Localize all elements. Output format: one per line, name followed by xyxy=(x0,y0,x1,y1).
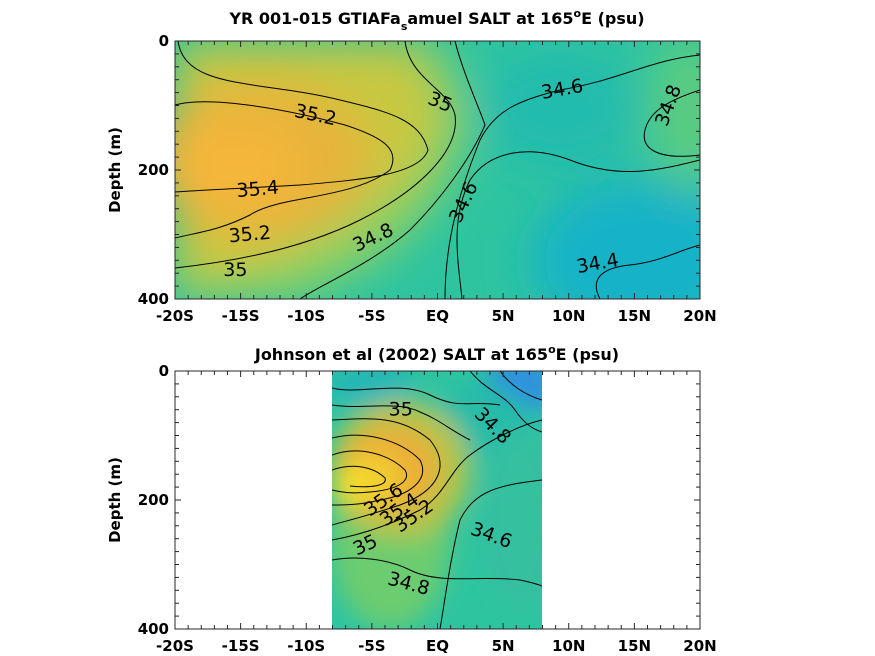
x-tick-label: 10N xyxy=(552,637,585,655)
y-axis-label-2: Depth (m) xyxy=(106,457,124,543)
x-tick-label: -5S xyxy=(358,637,385,655)
x-tick-label: 10N xyxy=(552,307,585,325)
contour-lines-1 xyxy=(175,41,700,299)
x-tick-label: -10S xyxy=(287,307,325,325)
x-tick-label: 5N xyxy=(492,307,515,325)
y-axis-label-1: Depth (m) xyxy=(106,127,124,213)
x-tick-label: 20N xyxy=(683,307,716,325)
y-tick-label: 400 xyxy=(138,290,169,308)
x-tick-label: EQ xyxy=(426,637,449,655)
y-tick-label: 0 xyxy=(159,32,169,50)
x-tick-label: -15S xyxy=(222,637,260,655)
panel-2: Johnson et al (2002) SALT at 165oE (psu) xyxy=(106,343,717,655)
x-tick-label: 20N xyxy=(683,637,716,655)
contour-label: 35.2 xyxy=(228,222,272,248)
y-tick-label: 0 xyxy=(159,362,169,380)
y-tick-label: 400 xyxy=(138,620,169,638)
x-tick-label: -5S xyxy=(358,307,385,325)
axis-ticks-1: -20S -15S -10S -5S EQ 5N 10N 15N 20N 0 200 400 xyxy=(138,32,717,325)
chart-title-2: Johnson et al (2002) SALT at 165oE (psu) xyxy=(254,343,619,364)
contour-label: 35 xyxy=(389,399,413,421)
x-tick-label: -20S xyxy=(156,307,194,325)
panel-1: YR 001-015 GTIAFasamuel SALT at 165oE (p… xyxy=(106,7,717,325)
contour-label: 35 xyxy=(223,259,247,281)
x-tick-label: -20S xyxy=(156,637,194,655)
contour-lines-2 xyxy=(332,371,542,629)
x-tick-label: 5N xyxy=(492,637,515,655)
x-tick-label: 15N xyxy=(618,307,651,325)
y-tick-label: 200 xyxy=(138,491,169,509)
contour-label: 35.4 xyxy=(236,177,280,203)
x-tick-label: 15N xyxy=(618,637,651,655)
x-tick-label: -15S xyxy=(222,307,260,325)
x-tick-label: EQ xyxy=(426,307,449,325)
axis-ticks-2: -20S -15S -10S -5S EQ 5N 10N 15N 20N 0 200 400 xyxy=(138,362,717,655)
y-tick-label: 200 xyxy=(138,161,169,179)
chart-title-1: YR 001-015 GTIAFasamuel SALT at 165oE (p… xyxy=(228,7,644,33)
x-tick-label: -10S xyxy=(287,637,325,655)
